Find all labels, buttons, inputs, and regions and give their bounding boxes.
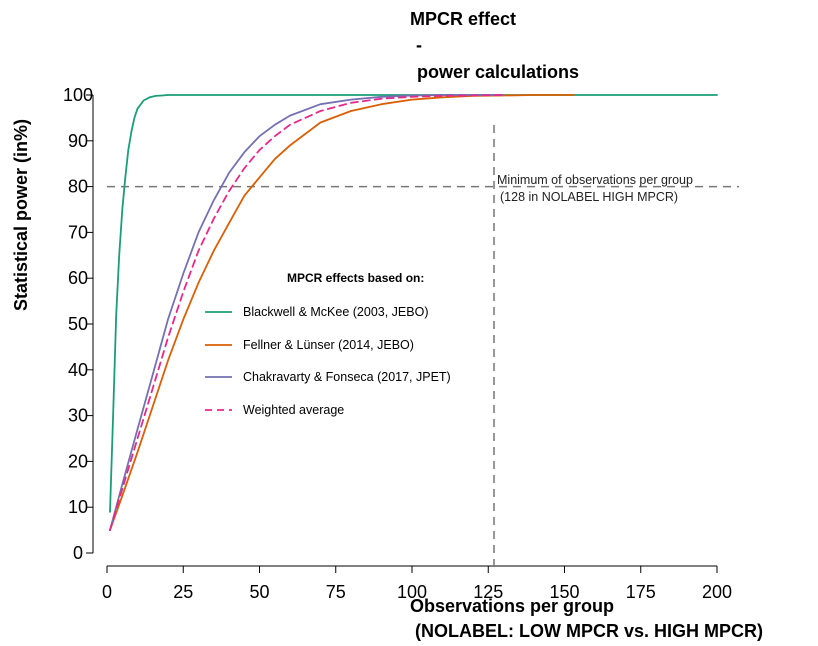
y-tick-label: 30 [68, 406, 88, 426]
chart-title-line-3: power calculations [417, 62, 579, 82]
legend-label-1: Blackwell & McKee (2003, JEBO) [243, 305, 429, 319]
series-line-3 [109, 94, 505, 531]
y-axis-title: Statistical power (in%) [11, 119, 31, 311]
x-tick-label: 100 [397, 582, 427, 602]
y-tick-label: 80 [68, 177, 88, 197]
series-line-4 [109, 94, 505, 531]
x-tick-label: 175 [626, 582, 656, 602]
series-line-2 [109, 94, 575, 531]
reference-lines [107, 125, 739, 572]
x-tick-label: 125 [473, 582, 503, 602]
y-tick-label: 10 [68, 497, 88, 517]
x-axis: 0 25 50 75 100 125 150 175 200 [102, 565, 732, 602]
x-tick-label: 75 [326, 582, 346, 602]
y-tick-label: 60 [68, 268, 88, 288]
legend: MPCR effects based on: Blackwell & McKee… [205, 271, 451, 417]
y-tick-label: 20 [68, 451, 88, 471]
y-tick-label: 40 [68, 360, 88, 380]
legend-label-3: Chakravarty & Fonseca (2017, JPET) [243, 370, 451, 384]
series-lines [109, 94, 718, 531]
legend-label-2: Fellner & Lünser (2014, JEBO) [243, 338, 414, 352]
y-tick-label: 100 [63, 85, 93, 105]
x-tick-label: 50 [249, 582, 269, 602]
y-axis: 0 10 20 30 40 50 60 70 80 90 100 [63, 85, 94, 563]
annotation-line-1: Minimum of observations per group [497, 173, 693, 187]
x-tick-label: 200 [702, 582, 732, 602]
legend-label-4: Weighted average [243, 403, 344, 417]
y-tick-label: 90 [68, 131, 88, 151]
y-tick-label: 0 [73, 543, 83, 563]
x-tick-label: 150 [549, 582, 579, 602]
legend-title: MPCR effects based on: [287, 271, 424, 285]
x-axis-title-line-1: Observations per group [410, 596, 614, 616]
series-line-1 [109, 94, 718, 513]
chart-title-line-2: - [416, 35, 422, 55]
x-tick-label: 25 [173, 582, 193, 602]
x-axis-title-line-2: (NOLABEL: LOW MPCR vs. HIGH MPCR) [415, 621, 763, 641]
annotation-line-2: (128 in NOLABEL HIGH MPCR) [500, 190, 678, 204]
x-tick-label: 0 [102, 582, 112, 602]
chart-title-line-1: MPCR effect [410, 9, 516, 29]
y-tick-label: 50 [68, 314, 88, 334]
y-tick-label: 70 [68, 222, 88, 242]
